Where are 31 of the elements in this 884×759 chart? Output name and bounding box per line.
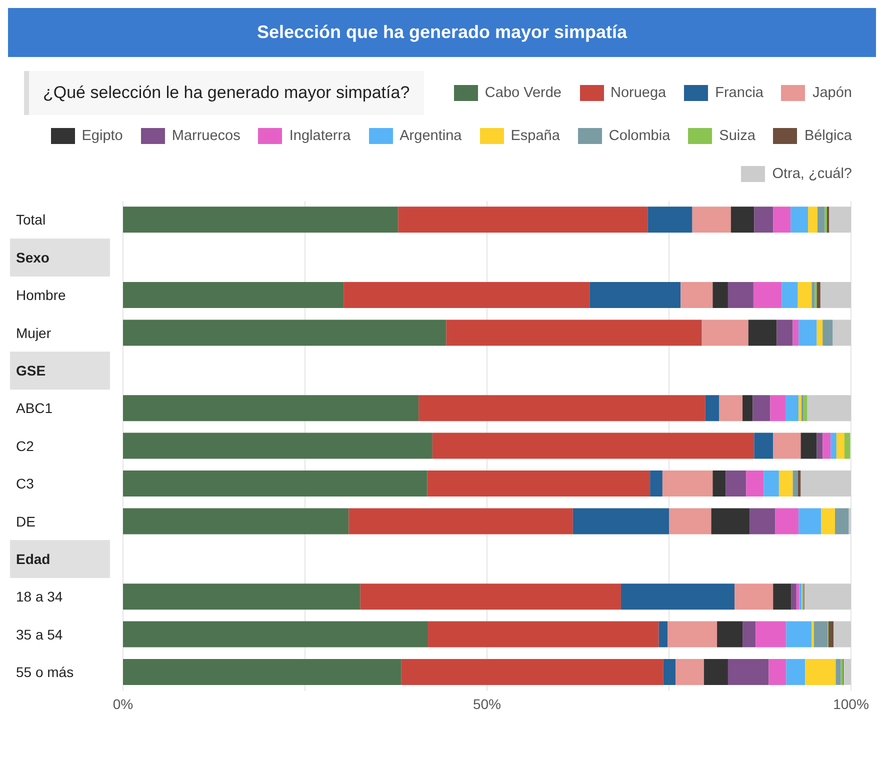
legend-label: España (510, 128, 560, 144)
y-tick-label: C3 (16, 476, 34, 492)
y-tick-label: ABC1 (16, 400, 53, 416)
x-tick-label: 0% (112, 696, 134, 712)
legend-label: Suiza (719, 128, 756, 144)
y-tick-label: Sexo (16, 249, 50, 266)
legend-label: Cabo Verde (484, 85, 562, 101)
y-tick-label: 35 a 54 (16, 626, 63, 642)
x-tick-label: 100% (833, 696, 869, 712)
y-tick-label: C2 (16, 438, 34, 454)
legend-label: Argentina (400, 128, 462, 144)
chart-subtitle: ¿Qué selección le ha generado mayor simpatía? (24, 71, 424, 115)
y-tick-label: GSE (16, 362, 46, 379)
legend-label: Inglaterra (289, 128, 351, 144)
chart-title: Selección que ha generado mayor simpatía (8, 8, 876, 57)
legend-label: Colombia (608, 128, 670, 144)
y-tick-label: 18 a 34 (16, 588, 63, 605)
y-tick-label: Hombre (16, 287, 66, 304)
y-tick-label: 55 o más (16, 664, 74, 680)
y-tick-label: DE (16, 513, 36, 530)
y-tick-label: Edad (16, 550, 50, 567)
y-tick-label: Mujer (16, 324, 52, 341)
legend-label: Marruecos (172, 128, 240, 144)
y-tick-label: Total (16, 212, 46, 228)
legend-label: Otra, ¿cuál? (772, 166, 852, 182)
x-tick-label: 50% (472, 696, 502, 712)
legend-label: Bélgica (804, 128, 852, 144)
legend-label: Egipto (82, 128, 123, 144)
legend-label: Japón (812, 85, 852, 101)
legend-label: Noruega (610, 85, 666, 101)
legend-label: Francia (715, 85, 764, 101)
